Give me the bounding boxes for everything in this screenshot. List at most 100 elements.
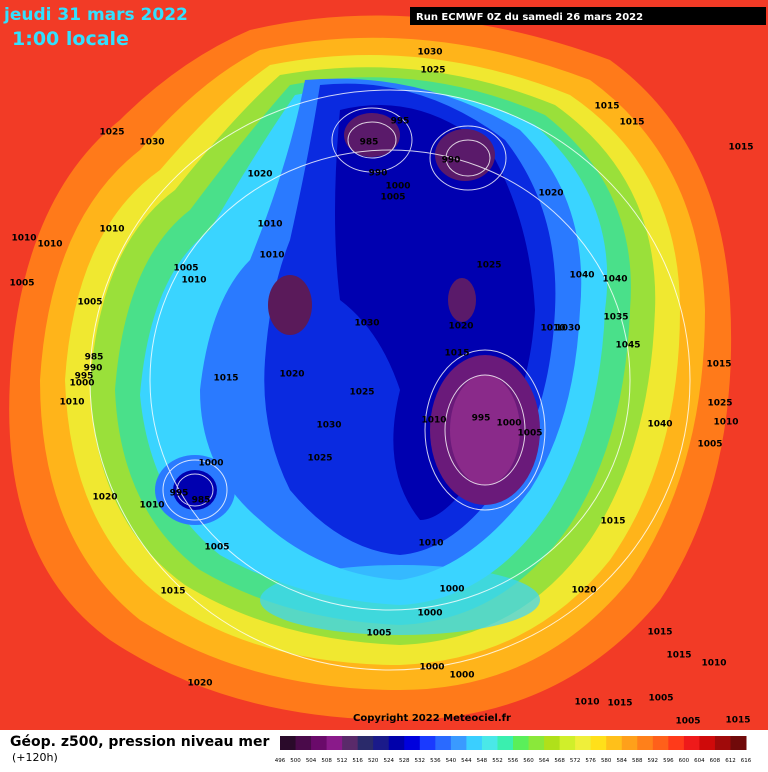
colorbar-tick-label: 500 (290, 758, 301, 764)
colorbar-swatch (435, 736, 452, 750)
colorbar-tick-label: 592 (648, 758, 659, 764)
pressure-label: 1005 (675, 717, 700, 727)
pressure-label: 1005 (9, 279, 34, 289)
pressure-label: 1005 (517, 429, 542, 439)
colorbar-tick-label: 544 (461, 758, 472, 764)
colorbar-tick-label: 564 (539, 758, 550, 764)
pressure-label: 1000 (198, 459, 223, 469)
colorbar-tick-label: 556 (508, 758, 519, 764)
colorbar-swatch (606, 736, 623, 750)
pressure-label: 1020 (187, 679, 212, 689)
pressure-label: 1025 (707, 399, 732, 409)
pressure-label: 1015 (444, 349, 469, 359)
colorbar-tick-label: 604 (694, 758, 705, 764)
pressure-label: 1020 (92, 493, 117, 503)
pressure-label: 1030 (354, 319, 379, 329)
colorbar-swatch (730, 736, 747, 750)
colorbar-tick-label: 596 (663, 758, 674, 764)
colorbar-tick-label: 608 (710, 758, 721, 764)
pressure-label: 1005 (648, 694, 673, 704)
pressure-label: 1010 (139, 501, 164, 511)
colorbar-swatch (280, 736, 297, 750)
pressure-label: 1010 (99, 225, 124, 235)
pressure-label: 990 (84, 364, 103, 374)
colorbar-tick-label: 560 (523, 758, 534, 764)
pressure-label: 1000 (417, 609, 442, 619)
colorbar-swatch (497, 736, 514, 750)
pressure-label: 1010 (713, 418, 738, 428)
pressure-label: 990 (442, 156, 461, 166)
pressure-labels: 1030102599598599099010001005101510151015… (9, 48, 753, 727)
field (9, 15, 732, 721)
pressure-label: 1015 (728, 143, 753, 153)
pressure-label: 1020 (538, 189, 563, 199)
date: jeudi 31 mars 2022 (3, 5, 188, 25)
pressure-label: 1025 (420, 66, 445, 76)
pressure-label: 1005 (380, 193, 405, 203)
colorbar-tick-label: 540 (446, 758, 457, 764)
colorbar-swatch (481, 736, 498, 750)
colorbar-tick-label: 520 (368, 758, 379, 764)
isobars (89, 89, 691, 671)
pressure-label: 1000 (496, 419, 521, 429)
copyright: Copyright 2022 Meteociel.fr (353, 713, 511, 724)
pressure-label: 1025 (476, 261, 501, 271)
colorbar-tick-label: 568 (554, 758, 565, 764)
pressure-label: 1030 (555, 324, 580, 334)
colorbar-tick-label: 528 (399, 758, 410, 764)
pressure-label: 990 (369, 169, 388, 179)
colorbar-swatch (668, 736, 685, 750)
pressure-label: 1015 (706, 360, 731, 370)
colorbar-swatch (544, 736, 561, 750)
colorbar-tick-label: 612 (725, 758, 736, 764)
colorbar-tick-label: 572 (570, 758, 581, 764)
pressure-label: 1035 (603, 313, 628, 323)
colorbar-swatch (373, 736, 390, 750)
pressure-label: 1010 (701, 659, 726, 669)
colorbar-tick-label: 576 (585, 758, 596, 764)
colorbar-tick-label: 548 (477, 758, 488, 764)
colorbar-swatch (575, 736, 592, 750)
pressure-label: 1015 (594, 102, 619, 112)
run: Run ECMWF 0Z du samedi 26 mars 2022 (416, 12, 643, 23)
colorbar-tick-label: 524 (383, 758, 394, 764)
colorbar-swatch (419, 736, 436, 750)
colorbar-swatch (466, 736, 483, 750)
colorbar-swatch (621, 736, 638, 750)
colorbar-swatch (699, 736, 716, 750)
pressure-label: 1015 (160, 587, 185, 597)
pressure-label: 1010 (574, 698, 599, 708)
colorbar-swatch (637, 736, 654, 750)
pressure-label: 1000 (449, 671, 474, 681)
pressure-label: 1000 (385, 182, 410, 192)
pressure-label: 1040 (569, 271, 594, 281)
pressure-label: 1015 (619, 118, 644, 128)
pressure-label: 1000 (419, 663, 444, 673)
colorbar-swatch (357, 736, 374, 750)
pressure-label: 995 (170, 489, 189, 499)
footer-lead: (+120h) (12, 751, 58, 764)
pressure-label: 1005 (77, 298, 102, 308)
colorbar-swatch (295, 736, 312, 750)
pressure-label: 1040 (602, 275, 627, 285)
pressure-label: 1025 (349, 388, 374, 398)
colorbar-swatch (590, 736, 607, 750)
colorbar-tick-label: 512 (337, 758, 348, 764)
colorbar-swatch (388, 736, 405, 750)
pressure-label: 1025 (99, 128, 124, 138)
colorbar-swatch (683, 736, 700, 750)
time: 1:00 locale (12, 28, 129, 50)
colorbar-swatch (528, 736, 545, 750)
colorbar-tick-label: 552 (492, 758, 503, 764)
pressure-label: 1030 (139, 138, 164, 148)
colorbar-tick-label: 532 (415, 758, 426, 764)
pressure-label: 1005 (366, 629, 391, 639)
pressure-label: 1010 (421, 416, 446, 426)
pressure-label: 1010 (181, 276, 206, 286)
pressure-label: 1025 (307, 454, 332, 464)
pressure-label: 1005 (173, 264, 198, 274)
pressure-label: 1000 (439, 585, 464, 595)
pressure-label: 1020 (448, 322, 473, 332)
pressure-label: 1015 (600, 517, 625, 527)
